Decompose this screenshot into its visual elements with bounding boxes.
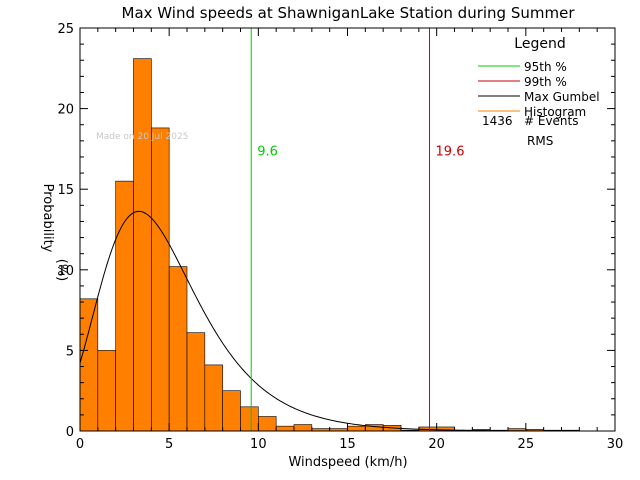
x-tick-label-2: 10	[250, 437, 267, 452]
x-tick-label-5: 25	[518, 437, 535, 452]
histogram-bar-3	[133, 58, 152, 432]
x-tick-label-0: 0	[76, 437, 84, 452]
histogram-bars	[79, 58, 580, 432]
y-tick-label-3: 15	[57, 183, 74, 198]
y-tick-label-5: 25	[57, 22, 74, 37]
legend-title: Legend	[514, 36, 565, 52]
histogram-bar-9	[240, 406, 259, 432]
histogram-bar-11	[275, 425, 295, 432]
x-axis-ticks: 0 5 10 15 20 25 30	[76, 28, 623, 452]
histogram-bar-7	[204, 364, 223, 432]
chart-title: Max Wind speeds at ShawniganLake Station…	[122, 4, 576, 22]
histogram-bar-12	[293, 424, 313, 432]
percentile-lines-layer: 9.6 19.6	[250, 28, 465, 431]
y-axis-label-line2: (%)	[54, 259, 69, 282]
x-tick-label-6: 30	[607, 437, 624, 452]
histogram-bar-8	[222, 390, 241, 432]
histogram-bar-10	[258, 416, 277, 432]
legend-label-2: Max Gumbel	[524, 90, 600, 104]
histogram-bar-15	[347, 425, 366, 432]
y-tick-label-1: 5	[66, 344, 74, 359]
legend-label-1: 99th %	[524, 75, 567, 89]
histogram-bar-1	[97, 350, 116, 432]
histogram-bar-5	[168, 266, 188, 432]
x-tick-label-1: 5	[165, 437, 173, 452]
y-tick-label-4: 20	[57, 103, 74, 118]
y-axis-ticks: 0 5 10 15 20 25	[57, 22, 615, 440]
percentile-label-0: 9.6	[257, 144, 278, 159]
x-tick-label-3: 15	[339, 437, 356, 452]
y-axis-label-line1: Probability	[40, 184, 55, 253]
histogram-bar-4	[151, 127, 170, 432]
legend-label-3: Histogram	[524, 105, 586, 119]
histogram-bar-2	[115, 180, 134, 432]
legend-events-count: 1436	[482, 114, 513, 128]
y-tick-label-0: 0	[66, 425, 74, 440]
y-tick-label-2: 10	[57, 264, 74, 279]
percentile-label-1: 19.6	[436, 144, 465, 159]
legend-rms-label: RMS	[527, 134, 553, 148]
legend-label-0: 95th %	[524, 60, 567, 74]
x-axis-label: Windspeed (km/h)	[288, 455, 407, 470]
legend-events-label: # Events	[524, 114, 579, 128]
histogram-bar-6	[186, 332, 206, 432]
x-tick-label-4: 20	[428, 437, 445, 452]
watermark-text: Made on 20 Jul 2025	[96, 132, 188, 142]
